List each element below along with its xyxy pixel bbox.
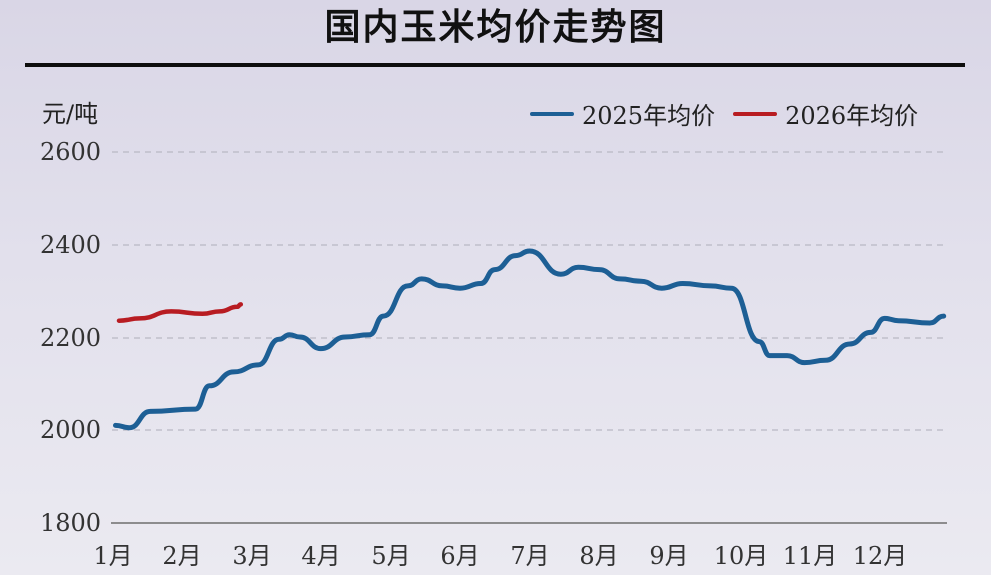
legend-swatch-2025 <box>530 111 574 116</box>
x-tick-may: 5月 <box>371 542 411 570</box>
x-tick-aug: 8月 <box>579 542 619 570</box>
y-tick-2000: 2000 <box>40 416 102 444</box>
x-tick-jul: 7月 <box>510 542 550 570</box>
series-line-2025 <box>113 248 947 431</box>
gridlines <box>112 151 946 431</box>
series-line-2026 <box>116 302 244 323</box>
y-axis-unit-label: 元/吨 <box>42 100 99 128</box>
y-tick-2200: 2200 <box>40 324 102 352</box>
y-tick-1800: 1800 <box>40 509 102 537</box>
x-tick-jun: 6月 <box>440 542 480 570</box>
x-tick-sep: 9月 <box>649 542 689 570</box>
y-tick-2400: 2400 <box>40 231 102 259</box>
x-tick-dec: 12月 <box>852 542 908 570</box>
legend-item-2025: 2025年均价 <box>530 96 715 131</box>
y-tick-2600: 2600 <box>40 138 102 166</box>
x-tick-oct: 10月 <box>713 542 769 570</box>
x-tick-feb: 2月 <box>162 542 202 570</box>
x-tick-jan: 1月 <box>93 542 133 570</box>
legend-label-2025: 2025年均价 <box>582 102 716 130</box>
x-tick-apr: 4月 <box>301 542 341 570</box>
legend-swatch-2026 <box>733 111 778 116</box>
legend-label-2026: 2026年均价 <box>785 102 919 130</box>
title-divider <box>25 63 965 67</box>
chart-title: 国内玉米均价走势图 <box>324 7 667 48</box>
legend: 2025年均价 2026年均价 <box>530 96 918 131</box>
legend-item-2026: 2026年均价 <box>733 96 918 131</box>
x-tick-mar: 3月 <box>232 542 272 570</box>
x-tick-nov: 11月 <box>782 542 838 570</box>
